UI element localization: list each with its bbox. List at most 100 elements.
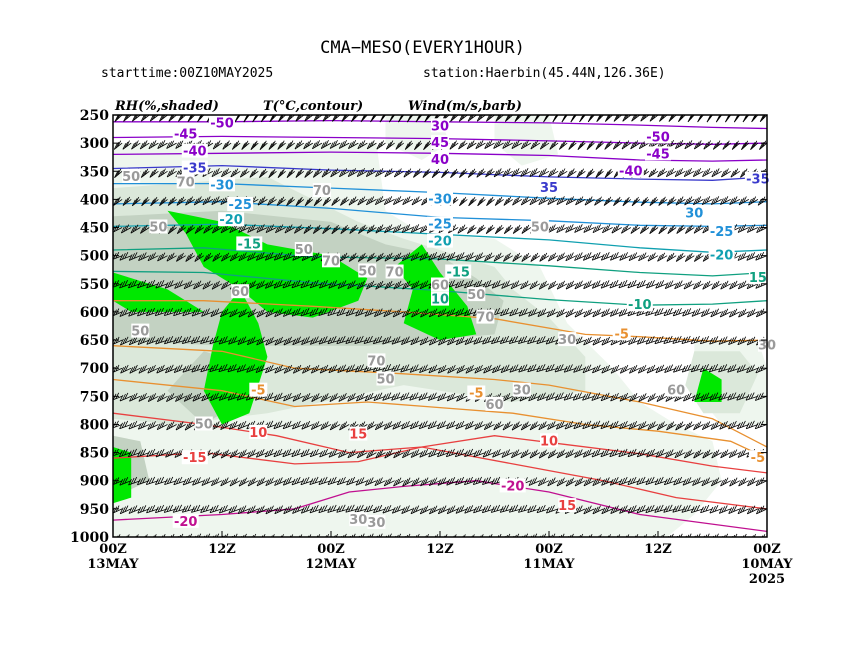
- wind-barb: [137, 476, 150, 486]
- wind-barb: [372, 336, 386, 345]
- wind-barb: [554, 364, 568, 373]
- wind-barb: [273, 392, 286, 402]
- wind-barb: [511, 421, 522, 431]
- wind-barb: [737, 224, 749, 233]
- temperature-label-bg: [431, 135, 449, 150]
- wind-barb: [392, 308, 404, 318]
- wind-barb: [318, 476, 332, 485]
- wind-barb: [146, 279, 159, 289]
- wind-barb: [600, 280, 613, 289]
- wind-barb: [586, 168, 595, 178]
- temperature-label: 10: [431, 293, 449, 308]
- wind-barb: [465, 364, 477, 374]
- wind-barb: [211, 280, 223, 290]
- wind-barb: [177, 115, 186, 122]
- wind-barb: [718, 364, 731, 373]
- temperature-label: 45: [431, 136, 449, 151]
- y-tick-label: 400: [80, 192, 109, 208]
- wind-barb: [164, 280, 177, 289]
- wind-barb: [265, 477, 277, 487]
- temperature-label: -25: [228, 198, 252, 213]
- wind-barb: [410, 505, 422, 515]
- wind-barb: [574, 280, 586, 290]
- wind-barb: [167, 224, 177, 235]
- wind-barb: [554, 392, 568, 401]
- wind-barb: [691, 308, 704, 317]
- wind-barb: [729, 196, 740, 206]
- wind-barb: [428, 364, 441, 374]
- wind-barb: [437, 252, 450, 261]
- wind-barb: [547, 477, 559, 487]
- temperature-contour: [113, 247, 767, 277]
- wind-barb: [310, 364, 323, 374]
- wind-barb: [286, 140, 295, 150]
- wind-barb: [510, 280, 522, 290]
- temperature-label: -5: [251, 384, 265, 399]
- rh-contour-label-bg: [194, 416, 213, 431]
- wind-barb: [330, 168, 341, 178]
- wind-barb: [277, 140, 286, 150]
- wind-barb: [312, 168, 323, 178]
- y-tick-label: 900: [80, 474, 109, 490]
- wind-barb: [327, 307, 341, 316]
- rh-contour-label-bg: [512, 382, 531, 397]
- wind-barb: [565, 308, 577, 318]
- wind-barb: [146, 336, 159, 345]
- wind-barb: [746, 505, 759, 515]
- wind-barb: [176, 196, 186, 206]
- wind-barb: [655, 280, 668, 289]
- wind-barb: [277, 168, 286, 179]
- wind-barb: [155, 280, 168, 289]
- wind-barb: [557, 168, 568, 178]
- wind-barb: [322, 196, 332, 207]
- wind-barb: [138, 393, 150, 402]
- wind-barb: [366, 196, 377, 206]
- wind-barb: [693, 196, 704, 206]
- wind-barb: [282, 280, 295, 289]
- wind-barb: [495, 115, 504, 122]
- wind-barb: [331, 224, 341, 235]
- x-tick-label: 00Z: [99, 542, 127, 557]
- wind-barb: [175, 140, 186, 149]
- wind-barb: [137, 420, 150, 430]
- wind-barb: [666, 421, 677, 431]
- wind-barb: [700, 392, 713, 401]
- wind-barb: [229, 449, 241, 459]
- wind-barb: [729, 308, 740, 318]
- wind-barb: [530, 140, 541, 150]
- wind-barb: [546, 505, 559, 514]
- wind-barb: [192, 392, 204, 402]
- rh-contour-label-bg: [530, 219, 549, 234]
- wind-barb: [210, 308, 223, 317]
- wind-barb: [309, 476, 323, 485]
- wind-barb: [545, 336, 559, 345]
- wind-barb: [747, 477, 759, 487]
- wind-barb: [658, 196, 668, 206]
- x-tick-label: 00Z: [317, 542, 345, 557]
- wind-barb: [502, 421, 513, 431]
- wind-barb: [202, 196, 214, 206]
- temperature-label-bg: [612, 326, 631, 341]
- wind-barb: [468, 196, 477, 207]
- rh-contour-label-bg: [176, 174, 195, 189]
- wind-barb: [329, 140, 341, 149]
- wind-barb: [145, 476, 159, 485]
- temperature-label-bg: [427, 191, 453, 206]
- wind-barb: [565, 252, 577, 262]
- temperature-label: -15: [446, 266, 470, 281]
- wind-barb: [574, 224, 586, 233]
- wind-barb: [211, 477, 223, 487]
- wind-barb: [319, 448, 332, 458]
- wind-barb: [200, 504, 214, 513]
- wind-barb: [310, 421, 323, 430]
- wind-barb: [147, 364, 159, 374]
- rh-contour-label: 50: [122, 170, 140, 185]
- wind-barb: [128, 505, 141, 514]
- wind-barb: [647, 393, 659, 403]
- wind-barb: [218, 505, 232, 514]
- wind-barb: [574, 449, 586, 458]
- temperature-contour: [113, 151, 767, 162]
- wind-barb: [484, 252, 495, 262]
- start-time-label: starttime:00Z10MAY2025: [101, 66, 274, 81]
- wind-barb: [329, 393, 341, 402]
